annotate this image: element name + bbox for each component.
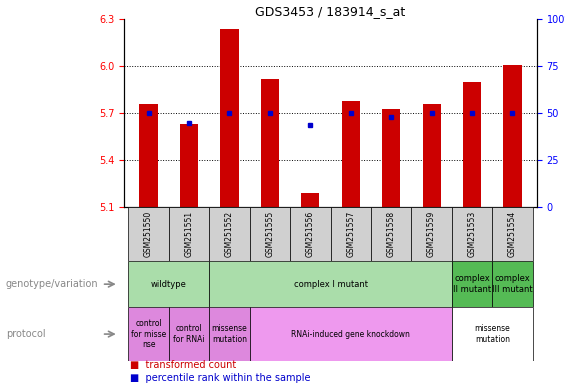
Text: GSM251552: GSM251552: [225, 211, 234, 257]
Text: complex
III mutant: complex III mutant: [492, 275, 533, 294]
Bar: [250, 307, 452, 361]
Bar: [452, 261, 492, 307]
Text: control
for RNAi: control for RNAi: [173, 324, 205, 344]
Bar: [140, 104, 158, 207]
Text: RNAi-induced gene knockdown: RNAi-induced gene knockdown: [292, 329, 410, 339]
Bar: [463, 82, 481, 207]
Bar: [331, 207, 371, 261]
Text: GSM251553: GSM251553: [468, 211, 476, 257]
Bar: [128, 307, 169, 361]
Bar: [503, 65, 521, 207]
Text: wildtype: wildtype: [151, 280, 186, 289]
Text: complex I mutant: complex I mutant: [294, 280, 367, 289]
Text: missense
mutation: missense mutation: [211, 324, 247, 344]
Text: GSM251551: GSM251551: [185, 211, 193, 257]
Bar: [128, 261, 209, 307]
Text: complex
II mutant: complex II mutant: [453, 275, 491, 294]
Bar: [492, 261, 533, 307]
Bar: [290, 207, 331, 261]
Text: GSM251559: GSM251559: [427, 211, 436, 257]
Text: ■  transformed count: ■ transformed count: [130, 360, 236, 370]
Bar: [301, 193, 319, 207]
Text: GSM251556: GSM251556: [306, 211, 315, 257]
Text: control
for misse
nse: control for misse nse: [131, 319, 166, 349]
Bar: [342, 101, 360, 207]
Bar: [180, 124, 198, 207]
Bar: [382, 109, 400, 207]
Text: missense
mutation: missense mutation: [475, 324, 510, 344]
Title: GDS3453 / 183914_s_at: GDS3453 / 183914_s_at: [255, 5, 406, 18]
Text: GSM251557: GSM251557: [346, 211, 355, 257]
Text: GSM251554: GSM251554: [508, 211, 517, 257]
Text: ■  percentile rank within the sample: ■ percentile rank within the sample: [130, 373, 310, 383]
Text: genotype/variation: genotype/variation: [6, 279, 98, 289]
Bar: [250, 207, 290, 261]
Bar: [423, 104, 441, 207]
Text: GSM251558: GSM251558: [386, 211, 396, 257]
Bar: [209, 261, 452, 307]
Bar: [169, 207, 209, 261]
Bar: [220, 29, 238, 207]
Bar: [452, 207, 492, 261]
Bar: [452, 307, 533, 361]
Bar: [209, 307, 250, 361]
Text: GSM251555: GSM251555: [266, 211, 275, 257]
Text: GSM251550: GSM251550: [144, 211, 153, 257]
Bar: [261, 79, 279, 207]
Bar: [371, 207, 411, 261]
Bar: [169, 307, 209, 361]
Text: protocol: protocol: [6, 329, 45, 339]
Bar: [492, 207, 533, 261]
Bar: [209, 207, 250, 261]
Bar: [128, 207, 169, 261]
Bar: [411, 207, 452, 261]
